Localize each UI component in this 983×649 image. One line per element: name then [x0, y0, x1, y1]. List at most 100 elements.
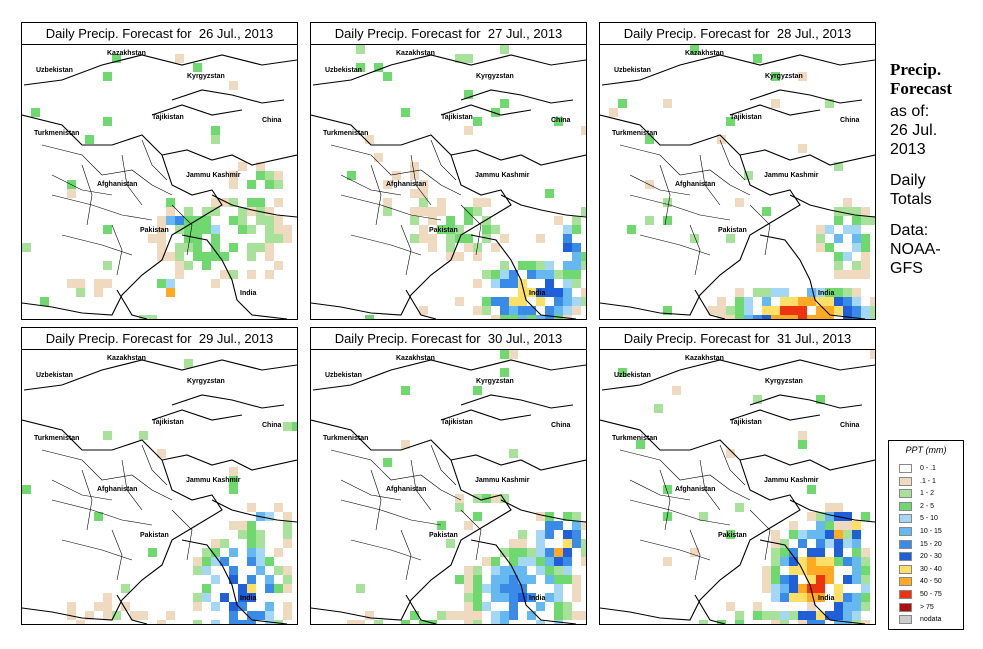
precip-cell [843, 530, 852, 539]
precip-cell [166, 611, 175, 620]
precip-cell [545, 288, 554, 297]
precip-cell [175, 216, 184, 225]
border-line [111, 224, 123, 276]
precip-cell [157, 279, 166, 288]
precip-cell [554, 306, 563, 315]
precip-cell [193, 593, 202, 602]
precip-cell [798, 144, 807, 153]
border-line [410, 154, 432, 206]
precip-cell [780, 584, 789, 593]
precip-cell [834, 557, 843, 566]
border-line [659, 469, 671, 531]
precip-cell [509, 449, 518, 458]
precip-cell [518, 315, 527, 319]
precip-cell [500, 566, 509, 575]
precip-cell [654, 404, 663, 413]
precip-cell [744, 315, 753, 319]
precip-cell [663, 485, 672, 494]
precip-cell [401, 386, 410, 395]
precip-cell [789, 575, 798, 584]
precip-cell [536, 530, 545, 539]
precip-cell [581, 548, 586, 557]
border-line [749, 394, 863, 409]
precip-cell [193, 225, 202, 234]
border-line [450, 149, 586, 166]
side-data-source-1: NOAA- [890, 241, 941, 258]
precip-cell [229, 81, 238, 90]
map-label-kazakhstan: Kazakhstan [107, 355, 146, 362]
border-line [460, 89, 574, 104]
map-label-turkmenistan: Turkmenistan [323, 130, 369, 137]
precip-cell [464, 207, 473, 216]
precip-cell [247, 575, 256, 584]
precip-cell [22, 243, 31, 252]
precip-cell [247, 252, 256, 261]
precip-cell [861, 620, 870, 624]
precip-cell [735, 315, 744, 319]
precip-cell [825, 288, 834, 297]
precip-cell [365, 135, 374, 144]
precip-cell [807, 288, 816, 297]
precip-map: Kazakhstan Uzbekistan Kyrgyzstan Tajikistan… [600, 45, 875, 319]
map-label-pakistan: Pakistan [718, 227, 747, 234]
precip-cell [193, 252, 202, 261]
precip-cell [247, 548, 256, 557]
precip-cell [527, 557, 536, 566]
side-date-line1: 26 Jul. [890, 122, 938, 139]
legend-label: 30 - 40 [920, 565, 942, 573]
precip-cell [410, 207, 419, 216]
precip-cell [40, 297, 49, 306]
precip-cell [572, 252, 581, 261]
legend-swatch [899, 476, 912, 486]
precip-cell [834, 584, 843, 593]
legend-swatch [899, 539, 912, 549]
precip-cell [554, 288, 563, 297]
precip-cell [816, 315, 825, 319]
precip-cell [139, 431, 148, 440]
border-line [629, 174, 691, 196]
precip-cell [383, 198, 392, 207]
precip-cell [265, 243, 274, 252]
precip-cell [789, 593, 798, 602]
precip-cell [193, 243, 202, 252]
precip-cell [473, 593, 482, 602]
map-canvas [22, 54, 297, 319]
precip-cell [103, 117, 112, 126]
precip-cell [256, 162, 265, 171]
precip-cell [672, 386, 681, 395]
precip-cell [229, 171, 238, 180]
precip-cell [852, 306, 861, 315]
precip-cell [211, 279, 220, 288]
precip-cell [852, 575, 861, 584]
map-label-china: China [262, 422, 282, 429]
precip-cell [274, 261, 283, 270]
precip-cell [419, 207, 428, 216]
precip-cell [229, 602, 238, 611]
border-line [121, 154, 143, 206]
precip-cell [202, 566, 211, 575]
precip-cell [94, 602, 103, 611]
precip-cell [536, 288, 545, 297]
precip-cell [536, 315, 545, 319]
precip-cell [130, 611, 139, 620]
precip-cell [157, 449, 166, 458]
precip-cell [807, 530, 816, 539]
side-date-line2: 2013 [890, 141, 926, 158]
precip-cell [103, 593, 112, 602]
legend-label: 10 - 15 [920, 528, 942, 535]
precip-cell [798, 440, 807, 449]
precip-cell [85, 135, 94, 144]
precip-cell [843, 225, 852, 234]
precip-cell [825, 521, 834, 530]
precip-cell [509, 539, 518, 548]
precip-cell [175, 54, 184, 63]
precip-cell [518, 261, 527, 270]
precip-cell [265, 557, 274, 566]
precip-cell [103, 225, 112, 234]
precip-cell [419, 198, 428, 207]
precip-cell [572, 584, 581, 593]
precip-cell [265, 225, 274, 234]
precip-cell [717, 620, 726, 624]
precip-cell [789, 611, 798, 620]
border-line [789, 194, 875, 218]
